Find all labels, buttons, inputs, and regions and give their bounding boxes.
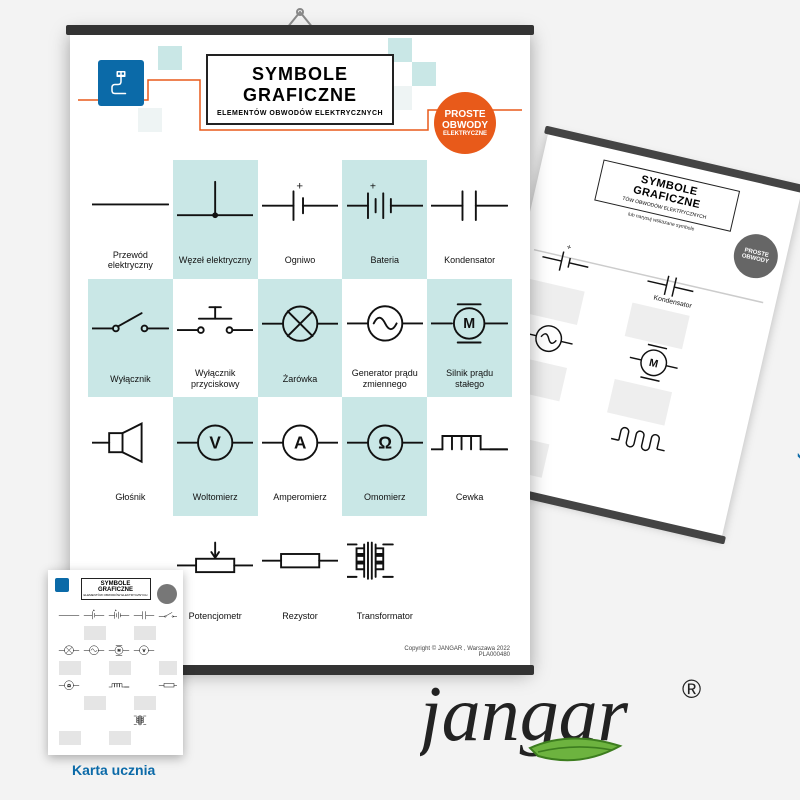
symbol-label: Żarówka [279, 369, 322, 389]
svg-text:+: + [296, 180, 303, 192]
usb-icon [98, 60, 144, 106]
symbol-cell-transformer: Transformator [342, 516, 427, 635]
cell-icon: + [258, 160, 343, 251]
svg-text:M: M [117, 649, 120, 653]
mini-grid: + + M V Ω [54, 604, 177, 749]
mini-usb-icon [55, 578, 69, 592]
transformer-icon [342, 516, 427, 607]
symbol-cell-voltmeter: V Woltomierz [173, 397, 258, 516]
ammeter-icon: A [258, 397, 343, 488]
motor-icon: M [427, 279, 512, 369]
svg-text:+: + [566, 242, 573, 252]
svg-text:M: M [464, 316, 476, 332]
wire-icon [88, 160, 173, 250]
symbol-label: Generator prądu zmiennego [342, 368, 427, 389]
symbol-cell-capacitor: Kondensator [427, 160, 512, 279]
symbol-label: Woltomierz [189, 488, 242, 508]
symbol-label: Potencjometr [185, 606, 246, 626]
symbol-label: Transformator [353, 606, 417, 626]
symbol-cell-motor: M Silnik prądu stałego [427, 279, 512, 398]
title-line1: SYMBOLE [214, 64, 386, 85]
switch-icon [88, 279, 173, 370]
mini-label: Karta ucznia [72, 762, 155, 778]
svg-text:V: V [142, 648, 145, 653]
symbol-cell-ammeter: A Amperomierz [258, 397, 343, 516]
symbol-label: Bateria [367, 251, 404, 271]
mini-title: SYMBOLE GRAFICZNE ELEMENTÓW OBWODÓW ELEK… [81, 578, 151, 600]
coil-icon [427, 397, 512, 488]
symbol-cell-node: Węzeł elektryczny [173, 160, 258, 279]
symbol-cell-coil: Cewka [427, 397, 512, 516]
ohmmeter-icon: Ω [342, 397, 427, 488]
svg-text:+: + [93, 608, 95, 612]
svg-text:Ω: Ω [67, 683, 71, 688]
symbol-label: Głośnik [111, 488, 149, 508]
svg-text:V: V [209, 432, 221, 452]
svg-text:A: A [294, 432, 306, 452]
symbol-label: Cewka [452, 488, 488, 508]
symbol-cell-pushswitch: Wyłącznik przyciskowy [173, 279, 258, 398]
symbol-label: Wyłącznik przyciskowy [173, 368, 258, 389]
copyright: Copyright © JANGAR , Warszawa 2022 PLA00… [404, 646, 510, 658]
symbol-cell-cell: + Ogniwo [258, 160, 343, 279]
title-line2: GRAFICZNE [214, 85, 386, 106]
symbol-cell-battery: + Bateria [342, 160, 427, 279]
svg-text:+: + [115, 609, 117, 612]
svg-text:M: M [648, 357, 659, 371]
svg-text:Ω: Ω [378, 432, 392, 452]
symbol-label: Węzeł elektryczny [175, 251, 256, 271]
potentiometer-icon [173, 516, 258, 607]
symbol-label: Wyłącznik [106, 369, 154, 389]
symbol-cell-ohmmeter: Ω Omomierz [342, 397, 427, 516]
jangar-logo: jangar ® [420, 660, 740, 780]
symbol-cell-wire: Przewód elektryczny [88, 160, 173, 279]
symbol-cell-switch: Wyłącznik [88, 279, 173, 398]
battery-icon: + [342, 160, 427, 251]
title-box: SYMBOLE GRAFICZNE ELEMENTÓW OBWODÓW ELEK… [206, 54, 394, 125]
symbol-cell-speaker: Głośnik [88, 397, 173, 516]
symbol-cell-potentiometer: Potencjometr [173, 516, 258, 635]
symbol-label: Silnik prądu stałego [427, 368, 512, 389]
student-card-mini: SYMBOLE GRAFICZNE ELEMENTÓW OBWODÓW ELEK… [48, 570, 183, 755]
symbol-cell-resistor: Rezystor [258, 516, 343, 635]
symbol-cell-acgen: Generator prądu zmiennego [342, 279, 427, 398]
symbol-grid: Przewód elektrycznyWęzeł elektryczny + Ogn… [88, 160, 512, 634]
pushswitch-icon [173, 279, 258, 369]
acgen-icon [342, 279, 427, 369]
mini-badge [157, 584, 177, 604]
svg-text:+: + [370, 181, 376, 192]
svg-text:Kondensator: Kondensator [653, 294, 693, 310]
node-icon [173, 160, 258, 251]
symbol-label: Omomierz [360, 488, 410, 508]
resistor-icon [258, 516, 343, 607]
subtitle: ELEMENTÓW OBWODÓW ELEKTRYCZNYCH [214, 110, 386, 117]
symbol-label: Rezystor [278, 606, 322, 626]
lamp-icon [258, 279, 343, 370]
symbol-label: Kondensator [440, 251, 499, 271]
symbol-cell-empty [427, 516, 512, 635]
symbol-label: Ogniwo [281, 251, 320, 271]
voltmeter-icon: V [173, 397, 258, 488]
symbol-label: Amperomierz [269, 488, 331, 508]
symbol-label: Przewód elektryczny [88, 250, 173, 271]
symbol-cell-lamp: Żarówka [258, 279, 343, 398]
registered-icon: ® [682, 674, 701, 704]
badge: PROSTE OBWODY ELEKTRYCZNE [434, 92, 496, 154]
capacitor-icon [427, 160, 512, 251]
speaker-icon [88, 397, 173, 488]
rail [66, 25, 534, 35]
